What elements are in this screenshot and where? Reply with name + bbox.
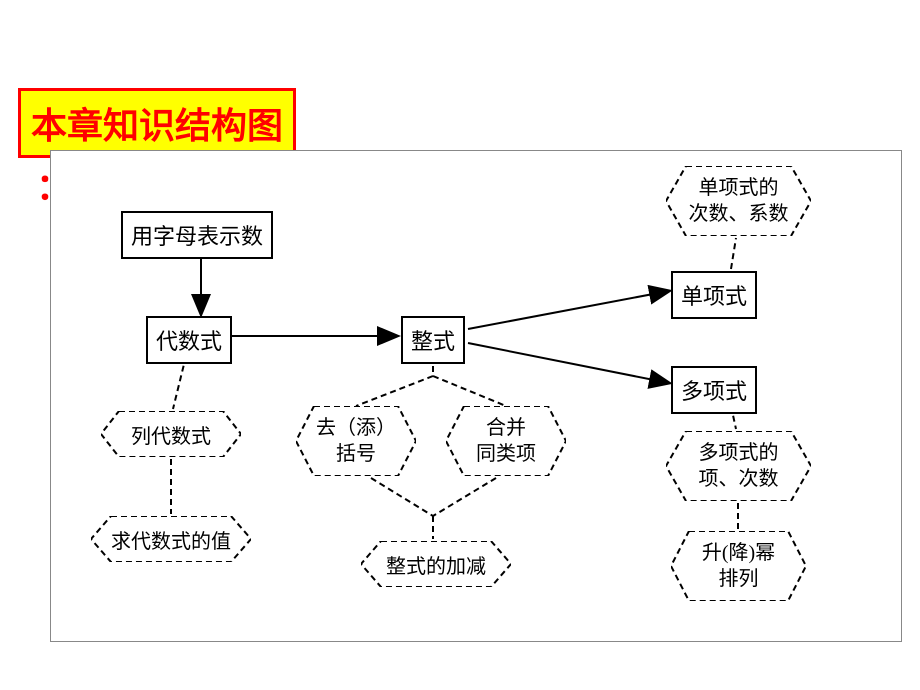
edge-n3-n4: [468, 291, 669, 329]
node-list-algebraic: 列代数式: [101, 411, 241, 457]
edge-h4-merge: [433, 478, 496, 516]
edge-h3-merge: [371, 478, 433, 516]
node-polynomial: 多项式: [671, 366, 757, 414]
node-remove-brackets-l1: 去（添）: [316, 415, 396, 441]
node-integral-add-sub: 整式的加减: [361, 541, 511, 587]
node-power-l2: 排列: [719, 566, 759, 592]
node-poly-td-l1: 多项式的: [699, 440, 779, 466]
node-list-algebraic-label: 列代数式: [101, 411, 241, 457]
node-power-ordering: 升(降)幂 排列: [671, 531, 806, 601]
node-mono-dc-l2: 次数、系数: [689, 201, 789, 227]
node-polynomial-term-degree: 多项式的 项、次数: [666, 431, 811, 501]
node-poly-td-l2: 项、次数: [699, 466, 779, 492]
diagram-frame: 用字母表示数 代数式 整式 单项式 多项式 列代数式 求代数式的值 去（添） 括…: [50, 150, 902, 642]
node-combine-l2: 同类项: [476, 441, 536, 467]
node-integral-expression: 整式: [401, 316, 465, 364]
edge-split-h4: [433, 376, 506, 406]
chapter-title: 本章知识结构图: [18, 88, 296, 158]
node-mono-dc-l1: 单项式的: [699, 175, 779, 201]
node-combine-like-terms: 合并 同类项: [446, 406, 566, 476]
node-combine-l1: 合并: [486, 415, 526, 441]
edge-n4-h6: [731, 238, 736, 269]
node-monomial-degree-coeff: 单项式的 次数、系数: [666, 166, 811, 236]
node-remove-brackets-l2: 括号: [336, 441, 376, 467]
node-monomial: 单项式: [671, 271, 757, 319]
node-evaluate-algebraic: 求代数式的值: [91, 516, 251, 562]
edge-n3-n5: [468, 343, 669, 383]
node-letters-represent-numbers: 用字母表示数: [121, 211, 273, 259]
node-remove-brackets: 去（添） 括号: [296, 406, 416, 476]
node-evaluate-algebraic-label: 求代数式的值: [91, 516, 251, 562]
node-power-l1: 升(降)幂: [702, 540, 775, 566]
node-algebraic-expression: 代数式: [146, 316, 232, 364]
edge-split-h3: [356, 376, 433, 406]
node-integral-add-sub-label: 整式的加减: [361, 541, 511, 587]
